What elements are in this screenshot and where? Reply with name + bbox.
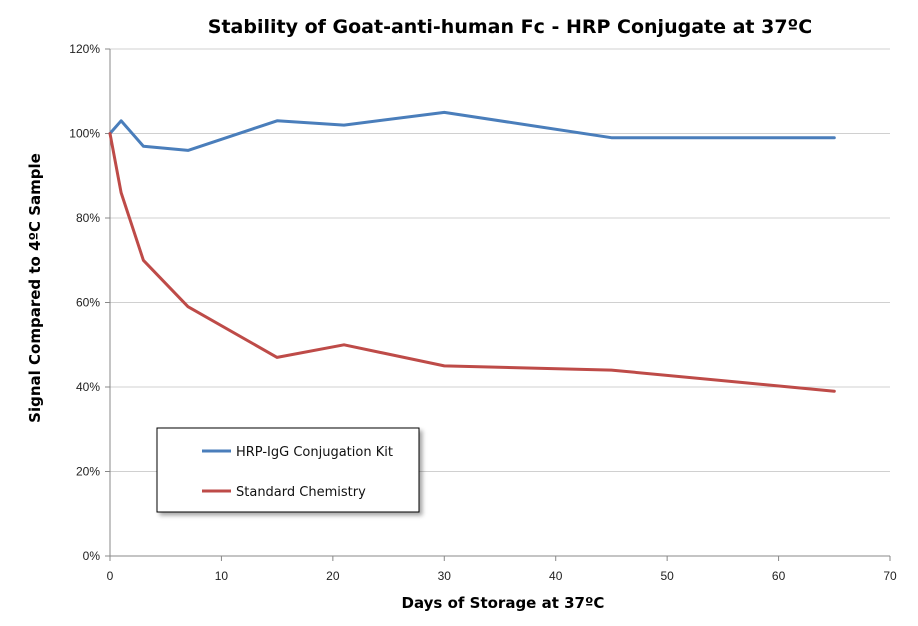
gridlines xyxy=(110,48,890,472)
x-tick-label: 20 xyxy=(326,569,340,583)
chart-title: Stability of Goat-anti-human Fc - HRP Co… xyxy=(208,16,812,38)
x-tick-label: 60 xyxy=(772,569,786,583)
legend-label-standard-chemistry: Standard Chemistry xyxy=(236,485,366,500)
series-line-hrp-igg-conjugation-kit xyxy=(108,110,836,152)
series-lines xyxy=(108,110,836,393)
x-tick-label: 0 xyxy=(107,569,114,583)
x-tick-label: 30 xyxy=(438,569,452,583)
y-tick-label: 60% xyxy=(76,296,100,310)
y-tick-label: 80% xyxy=(76,211,100,225)
legend: HRP-IgG Conjugation Kit Standard Chemistr… xyxy=(156,427,420,513)
x-tick-label: 50 xyxy=(660,569,674,583)
y-tick-label: 40% xyxy=(76,380,100,394)
x-tick-label: 10 xyxy=(215,569,229,583)
x-axis-title: Days of Storage at 37ºC xyxy=(402,594,605,612)
y-tick-label: 0% xyxy=(83,549,101,563)
y-tick-label: 120% xyxy=(69,42,100,56)
y-tick-label: 20% xyxy=(76,465,100,479)
series-line-standard-chemistry xyxy=(108,132,836,393)
y-tick-label: 100% xyxy=(69,127,100,141)
legend-label-hrp-igg-conjugation-kit: HRP-IgG Conjugation Kit xyxy=(236,445,393,460)
x-tick-label: 40 xyxy=(549,569,563,583)
x-tick-label: 70 xyxy=(883,569,897,583)
y-axis-title: Signal Compared to 4ºC Sample xyxy=(26,153,44,423)
tick-labels: 0% 20% 40% 60% 80% 100% 120% 0 10 20 30 40 50 60 70 xyxy=(69,42,897,583)
legend-box xyxy=(156,427,420,513)
